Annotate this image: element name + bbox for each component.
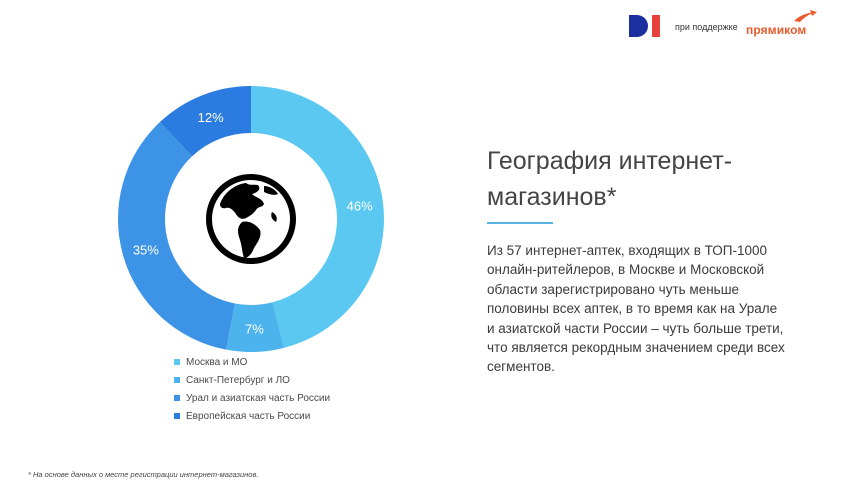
slice-europe [159, 86, 251, 157]
support-text: при поддержке [675, 22, 738, 32]
slice-moscow [251, 86, 385, 348]
legend-swatch [174, 413, 180, 419]
legend-swatch [174, 395, 180, 401]
data-label: 35% [133, 243, 159, 258]
legend-label: Москва и МО [186, 356, 248, 368]
donut-chart: 46% 7% 35% 12% [0, 0, 420, 360]
data-label: 46% [347, 198, 373, 213]
slice-ural [118, 122, 235, 350]
data-label: 12% [198, 110, 224, 125]
legend-item: Санкт-Петербург и ЛО [174, 371, 330, 389]
data-label: 7% [245, 321, 264, 336]
pryamikom-wordmark: прямиком [746, 23, 807, 37]
footnote: * На основе данных о месте регистрации и… [28, 470, 259, 479]
chart-legend: Москва и МО Санкт-Петербург и ЛО Урал и аз… [174, 353, 330, 425]
legend-label: Европейская часть России [186, 410, 311, 422]
legend-item: Урал и азиатская часть России [174, 389, 330, 407]
globe-icon [206, 174, 296, 264]
page-title: География интернет-магазинов* [487, 147, 733, 211]
arrow-logo-icon [794, 10, 817, 22]
legend-label: Санкт-Петербург и ЛО [186, 374, 290, 386]
title-underline [487, 222, 553, 224]
legend-item: Москва и МО [174, 353, 330, 371]
donut-chart-svg: 46% 7% 35% 12% [118, 86, 385, 352]
legend-item: Европейская часть России [174, 407, 330, 425]
legend-swatch [174, 377, 180, 383]
slice-spb [226, 302, 285, 352]
pryamikom-logo: прямиком [746, 9, 818, 39]
di-logo [627, 14, 663, 38]
legend-swatch [174, 359, 180, 365]
description-text: Из 57 интернет-аптек, входящих в ТОП-100… [487, 243, 785, 375]
legend-label: Урал и азиатская часть России [186, 392, 331, 404]
